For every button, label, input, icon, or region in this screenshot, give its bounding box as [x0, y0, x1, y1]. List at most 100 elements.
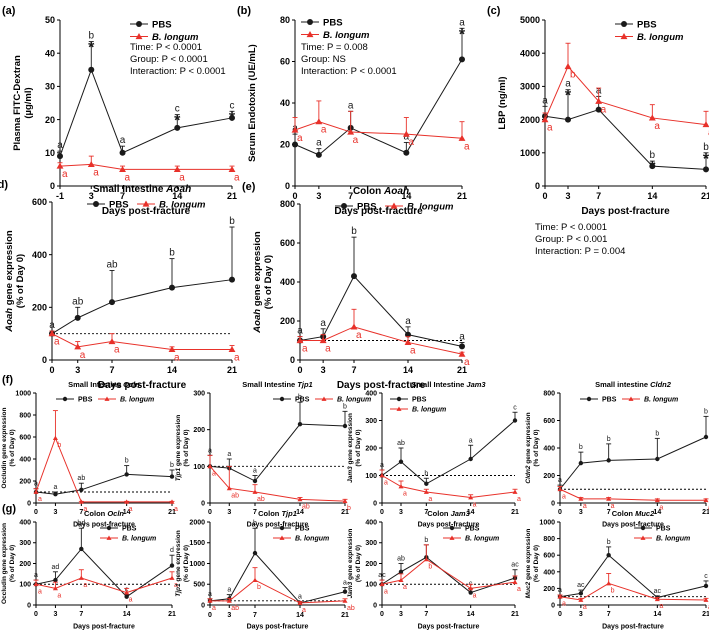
significance-letter: a [583, 503, 587, 510]
significance-letter: b [607, 436, 611, 443]
data-point [292, 141, 298, 148]
significance-letter: a [83, 506, 87, 513]
y-tick-label: 200 [543, 473, 555, 480]
significance-letter: a [114, 345, 120, 356]
y-tick-label: 600 [32, 197, 47, 207]
y-axis-label-unit: (% of Day 0) [183, 545, 190, 582]
significance-letter: b [347, 505, 351, 512]
significance-letter: ac [378, 572, 386, 579]
significance-letter: b [428, 563, 432, 570]
x-tick-label: 14 [401, 191, 411, 201]
x-tick-label: 7 [607, 611, 611, 618]
data-point [402, 130, 410, 137]
legend-marker-pbs [586, 396, 592, 402]
panel-label: (c) [487, 5, 501, 17]
significance-letter: b [351, 226, 357, 237]
series-line [59, 68, 233, 157]
data-point [648, 114, 656, 121]
y-tick-label: 200 [19, 561, 31, 568]
data-point [606, 580, 612, 586]
x-tick-label: 14 [403, 365, 413, 375]
data-point [53, 577, 58, 583]
significance-letter: b [298, 394, 302, 401]
data-point [468, 590, 473, 595]
stats-line: Interaction: P < 0.0001 [301, 66, 397, 77]
y-tick-label: 0 [50, 181, 55, 191]
data-point [169, 284, 175, 291]
series-pbs: a a b a a [297, 226, 465, 350]
significance-star: * [88, 40, 95, 57]
y-tick-label: 1000 [189, 561, 205, 568]
x-tick-label: 21 [702, 509, 709, 516]
data-point [595, 97, 603, 104]
legend: PBS B. longum [443, 525, 499, 542]
y-tick-label: 300 [365, 418, 377, 425]
data-point [458, 350, 466, 357]
significance-star: * [565, 88, 572, 105]
data-point [606, 458, 611, 463]
legend-label-blongum: B. longum [323, 30, 370, 41]
series-line [209, 552, 346, 604]
y-tick-label: 1000 [539, 519, 555, 526]
x-tick-label: 21 [341, 612, 349, 619]
significance-letter: a [517, 586, 521, 593]
x-tick-label: 14 [647, 191, 657, 201]
significance-letter: a [469, 437, 473, 444]
significance-letter: a [208, 591, 212, 598]
significance-letter: a [410, 345, 416, 356]
significance-letter: a [558, 587, 562, 594]
y-axis-label-unit: (% of Day 0) [15, 254, 26, 308]
legend-label-pbs: PBS [152, 19, 172, 30]
chart-title: Colon Jam3 [427, 509, 470, 518]
significance-letter: ab [257, 496, 265, 503]
data-point [398, 483, 404, 489]
data-point [52, 435, 58, 440]
data-point [578, 597, 584, 602]
significance-letter: a [562, 601, 566, 608]
significance-letter: ab [72, 296, 84, 307]
data-point [424, 481, 429, 486]
significance-letter: a [558, 477, 562, 484]
data-point [207, 463, 213, 469]
significance-letter: a [298, 594, 302, 601]
stats-line: Group: NS [301, 54, 346, 65]
data-point [56, 162, 64, 169]
chart-d: (d)Small Intestine Aoah02004006000371421… [0, 179, 240, 391]
y-tick-label: 800 [543, 390, 555, 397]
legend-label-blongum: B. longum [637, 32, 684, 43]
significance-letter: a [129, 597, 133, 604]
significance-letter: a [611, 503, 615, 510]
data-point [703, 166, 709, 173]
data-point [404, 339, 412, 346]
significance-letter: b [169, 248, 175, 259]
series-pbs: acabbcac [378, 537, 519, 595]
data-point [79, 546, 84, 552]
y-tick-label: 0 [27, 500, 31, 507]
legend: PBS B. longum [87, 199, 206, 210]
legend-marker-pbs [93, 201, 99, 207]
x-tick-label: 14 [296, 509, 304, 516]
data-point [342, 498, 348, 504]
data-point [654, 497, 660, 503]
y-axis-label-unit: (% of Day 0) [9, 545, 16, 582]
data-point [595, 106, 602, 113]
y-tick-label: 0 [27, 602, 31, 609]
significance-letter: b [570, 69, 576, 80]
legend-marker-pbs [621, 21, 627, 27]
legend-label-pbs: PBS [412, 396, 427, 403]
y-tick-label: 0 [201, 602, 205, 609]
x-axis-label: Days post-fracture [337, 380, 426, 391]
data-point [606, 496, 612, 501]
significance-letter: a [473, 502, 477, 509]
significance-letter: c [175, 104, 180, 115]
x-tick-label: 21 [341, 509, 349, 516]
significance-letter: a [234, 172, 240, 183]
y-tick-label: 600 [543, 553, 555, 560]
data-point [74, 314, 81, 321]
y-tick-label: 400 [32, 250, 47, 260]
significance-letter: a [353, 135, 359, 146]
y-tick-label: 60 [280, 57, 290, 67]
